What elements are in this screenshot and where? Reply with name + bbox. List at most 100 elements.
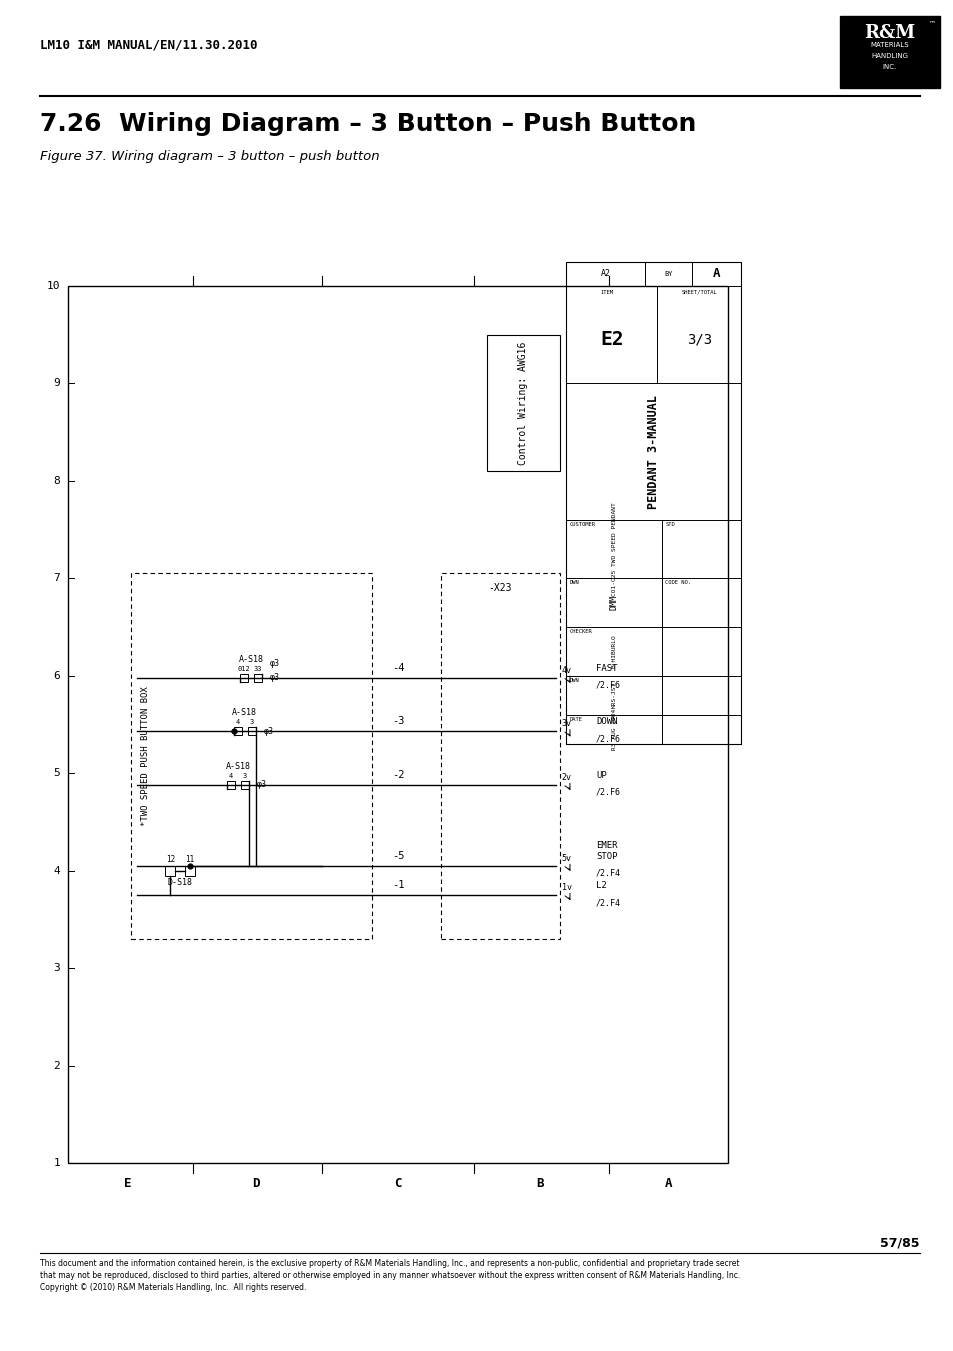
Text: PENDANT 3-MANUAL: PENDANT 3-MANUAL [646, 394, 659, 509]
Text: CODE NO.: CODE NO. [665, 581, 691, 585]
Text: SHEET/TOTAL: SHEET/TOTAL [680, 290, 717, 295]
Text: E2: E2 [599, 330, 623, 349]
Text: /2.F6: /2.F6 [596, 735, 620, 743]
Text: BY: BY [663, 270, 672, 277]
Text: MATERIALS: MATERIALS [870, 42, 908, 49]
Text: Copyright © (2010) R&M Materials Handling, Inc.  All rights reserved.: Copyright © (2010) R&M Materials Handlin… [40, 1283, 306, 1292]
Text: CHECKER: CHECKER [569, 630, 592, 634]
Text: A2: A2 [600, 269, 610, 278]
Bar [240, 674, 248, 682]
Text: -4: -4 [392, 663, 404, 673]
Bar [487, 335, 559, 471]
Bar [840, 16, 939, 88]
Text: Control Wiring: AWG16: Control Wiring: AWG16 [517, 342, 528, 465]
Text: ITEM: ITEM [599, 290, 613, 295]
Text: 4: 4 [235, 719, 239, 725]
Text: *TWO SPEED PUSH BUTTON BOX: *TWO SPEED PUSH BUTTON BOX [140, 686, 150, 825]
Text: ™: ™ [928, 20, 935, 26]
Text: A-S18: A-S18 [238, 655, 263, 663]
Text: DMM: DMM [609, 596, 618, 611]
Bar [227, 781, 234, 789]
Text: 2v: 2v [561, 773, 571, 782]
Text: 4: 4 [53, 866, 60, 875]
Text: /2.F4: /2.F4 [596, 898, 620, 907]
Text: B.HIBURLO: B.HIBURLO [611, 635, 617, 669]
Text: 3/3: 3/3 [686, 332, 711, 347]
Text: 2: 2 [53, 1061, 60, 1070]
Text: DWN: DWN [569, 678, 578, 682]
Text: DATE: DATE [569, 717, 581, 721]
Text: A-S18: A-S18 [225, 762, 250, 771]
Text: 1v: 1v [561, 884, 571, 892]
Bar [566, 262, 740, 744]
Text: 1: 1 [53, 1158, 60, 1169]
Text: A: A [664, 1177, 672, 1190]
Text: This document and the information contained herein, is the exclusive property of: This document and the information contai… [40, 1259, 739, 1269]
Text: -5: -5 [392, 851, 404, 861]
Bar [241, 781, 249, 789]
Text: B: B [536, 1177, 543, 1190]
Text: DWN: DWN [569, 581, 578, 585]
Text: L2: L2 [596, 881, 606, 890]
Bar [165, 866, 175, 875]
Text: 57/85: 57/85 [880, 1236, 919, 1250]
Text: HANDLING: HANDLING [871, 53, 907, 59]
Text: 9: 9 [53, 378, 60, 389]
Text: EMER
STOP: EMER STOP [596, 842, 617, 861]
Bar [131, 573, 372, 939]
Text: that may not be reproduced, disclosed to third parties, altered or otherwise emp: that may not be reproduced, disclosed to… [40, 1271, 740, 1279]
Bar [68, 286, 727, 1163]
Text: -2: -2 [392, 770, 404, 780]
Text: /2.F6: /2.F6 [596, 788, 620, 797]
Text: Figure 37. Wiring diagram – 3 button – push button: Figure 37. Wiring diagram – 3 button – p… [40, 150, 379, 163]
Text: 5: 5 [53, 769, 60, 778]
Text: 5v: 5v [561, 854, 571, 863]
Text: STD: STD [665, 521, 675, 527]
Text: INC.: INC. [882, 63, 896, 70]
Text: φ3: φ3 [256, 781, 267, 789]
Text: KRS-JST: KRS-JST [611, 682, 617, 708]
Text: C: C [394, 1177, 401, 1190]
Text: 11: 11 [185, 855, 194, 863]
Text: 10: 10 [47, 281, 60, 290]
Text: CUSTOMER: CUSTOMER [569, 521, 595, 527]
Bar [233, 727, 241, 735]
Text: E: E [124, 1177, 131, 1190]
Text: A-S18: A-S18 [232, 708, 256, 717]
Text: UP: UP [596, 771, 606, 780]
Text: 012: 012 [237, 666, 251, 671]
Text: 4: 4 [229, 773, 233, 780]
Text: 4v: 4v [561, 666, 571, 674]
Text: 33: 33 [253, 666, 262, 671]
Text: φ3: φ3 [270, 659, 280, 669]
Text: 3: 3 [53, 963, 60, 973]
Text: D: D [253, 1177, 259, 1190]
Text: /2.F6: /2.F6 [596, 681, 620, 690]
Text: 6: 6 [53, 671, 60, 681]
Text: 8: 8 [53, 476, 60, 486]
Text: 12: 12 [166, 855, 174, 863]
Text: 7.26  Wiring Diagram – 3 Button – Push Button: 7.26 Wiring Diagram – 3 Button – Push Bu… [40, 112, 696, 136]
Text: -X23: -X23 [488, 584, 512, 593]
Bar [440, 573, 559, 939]
Text: 3: 3 [249, 719, 253, 725]
Bar [185, 866, 195, 875]
Bar [253, 674, 262, 682]
Text: φ3: φ3 [270, 673, 280, 682]
Text: FAST: FAST [596, 663, 617, 673]
Text: R&M: R&M [863, 24, 915, 42]
Bar [247, 727, 255, 735]
Text: 3: 3 [242, 773, 247, 780]
Text: 7: 7 [53, 573, 60, 584]
Text: φ3: φ3 [263, 727, 274, 736]
Text: 3v: 3v [561, 719, 571, 728]
Text: CO1-C25 TWO SPEED PENDANT: CO1-C25 TWO SPEED PENDANT [611, 503, 617, 596]
Text: -3: -3 [392, 716, 404, 727]
Text: LM10 I&M MANUAL/EN/11.30.2010: LM10 I&M MANUAL/EN/11.30.2010 [40, 38, 257, 51]
Text: A: A [712, 267, 720, 280]
Text: R3 AUG 2004: R3 AUG 2004 [611, 709, 617, 750]
Text: DOWN: DOWN [596, 717, 617, 727]
Text: /2.F4: /2.F4 [596, 869, 620, 878]
Text: -1: -1 [392, 880, 404, 890]
Text: D-S18: D-S18 [168, 878, 193, 886]
